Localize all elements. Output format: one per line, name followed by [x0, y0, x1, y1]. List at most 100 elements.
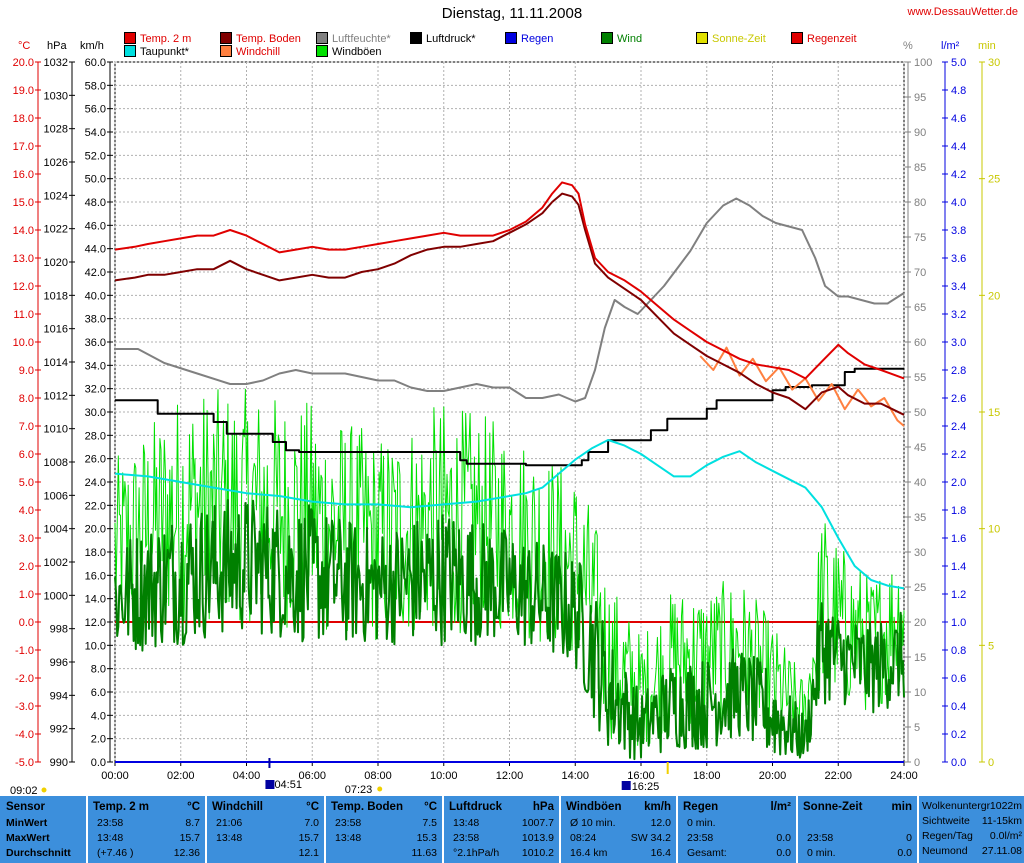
column-divider [442, 796, 444, 863]
legend-item: Regenzeit [791, 32, 857, 45]
stats-value: 0.0 [776, 832, 791, 844]
rain-tick-label: 2.0 [951, 477, 966, 489]
hum-tick-label: 10 [914, 687, 926, 699]
stats-value: 8.7 [185, 817, 200, 829]
legend-swatch [791, 32, 803, 44]
rain-tick-label: 1.6 [951, 533, 966, 545]
legend-swatch [410, 32, 422, 44]
hum-tick-label: 20 [914, 617, 926, 629]
stats-value: 7.0 [304, 817, 319, 829]
temp-tick-label: -4.0 [15, 729, 34, 741]
temp-tick-label: 13.0 [13, 253, 34, 265]
stats-label: 23:58 [453, 832, 480, 844]
stats-table: Sensor MinWert MaxWert Durchschnitt Temp. 2 … [0, 796, 1024, 863]
wind-tick-label: 8.0 [91, 664, 106, 676]
legend-label: Sonne-Zeit [712, 33, 766, 45]
wind-tick-label: 44.0 [85, 244, 106, 256]
stats-value: 16.4 [650, 847, 671, 859]
rain-tick-label: 4.4 [951, 141, 966, 153]
x-tick-label: 22:00 [824, 770, 852, 782]
stats-unit: °C [187, 801, 200, 813]
wind-tick-label: 56.0 [85, 104, 106, 116]
hum-tick-label: 40 [914, 477, 926, 489]
temp-axis-unit: °C [18, 40, 31, 52]
rain-tick-label: 3.6 [951, 253, 966, 265]
rain-tick-label: 0.0 [951, 757, 966, 769]
stats-unit: °C [306, 801, 319, 813]
stats-label: 16.4 km [570, 847, 608, 859]
legend-item: Temp. 2 m [124, 32, 191, 45]
press-tick-label: 1018 [44, 290, 68, 302]
stats-value: 0.0 [897, 847, 912, 859]
sunrise-marker [377, 786, 383, 792]
rain-tick-label: 4.2 [951, 169, 966, 181]
wind-tick-label: 50.0 [85, 174, 106, 186]
wind-tick-label: 12.0 [85, 617, 106, 629]
hum-tick-label: 5 [914, 722, 920, 734]
temp-tick-label: 14.0 [13, 225, 34, 237]
wind-tick-label: 46.0 [85, 220, 106, 232]
stats-unit: l/m² [770, 801, 791, 813]
stats-header: Sonne-Zeit min [803, 801, 912, 813]
rain-tick-label: 1.4 [951, 561, 966, 573]
stats-label: °2.1hPa/h [453, 847, 500, 859]
press-tick-label: 1006 [44, 490, 68, 502]
stats-column: Temp. 2 m °C 23:58 8.7 13:48 15.7 (+7.46 ) 12.3… [86, 796, 206, 863]
rain-tick-label: 2.2 [951, 449, 966, 461]
series-luftfeuchte- [115, 197, 905, 403]
series-wind [114, 499, 905, 761]
stats-value: 15.3 [416, 832, 437, 844]
wind-tick-label: 14.0 [85, 594, 106, 606]
x-tick-label: 14:00 [561, 770, 589, 782]
wind-tick-label: 2.0 [91, 734, 106, 746]
legend-item: Windchill [220, 45, 280, 58]
series-windb-en [114, 388, 905, 746]
press-tick-label: 1022 [44, 224, 68, 236]
wind-tick-label: 0.0 [91, 757, 106, 769]
stats-unit: °C [424, 801, 437, 813]
column-divider [205, 796, 207, 863]
legend-label: Regen [521, 33, 554, 45]
stats-label: 23:58 [97, 817, 124, 829]
stats-value: 12.36 [173, 847, 200, 859]
stats-column: Temp. Boden °C 23:58 7.5 13:48 15.3 11.63 [324, 796, 443, 863]
temp-tick-label: -1.0 [15, 645, 34, 657]
moonset-label: 09:02 [10, 785, 38, 796]
info-value: 11-15km [981, 815, 1022, 827]
wind-tick-label: 20.0 [85, 524, 106, 536]
stats-value: 0 [906, 832, 912, 844]
press-tick-label: 1020 [44, 257, 68, 269]
legend-swatch [316, 32, 328, 44]
info-label: Neumond [922, 845, 968, 857]
rain-tick-label: 2.4 [951, 421, 966, 433]
temp-tick-label: 2.0 [19, 561, 34, 573]
stats-label: 23:58 [335, 817, 362, 829]
temp-tick-label: 11.0 [13, 309, 34, 321]
legend-swatch [124, 45, 136, 57]
wind-tick-label: 36.0 [85, 337, 106, 349]
column-divider [559, 796, 561, 863]
hum-axis: 0 5 10 15 20 25 30 35 40 45 50 55 60 65 70 75 80 85 90 95 10… [905, 57, 932, 769]
stats-label: Durchschnitt [6, 847, 71, 859]
legend-swatch [220, 32, 232, 44]
series-luftdruck- [115, 367, 904, 467]
stats-value: 0.0 [776, 847, 791, 859]
press-tick-label: 1010 [44, 424, 68, 436]
legend-item: Luftfeuchte* [316, 32, 391, 45]
weather-chart: -5.0 -4.0 -3.0 -2.0 -1.0 0.0 1.0 2.0 3.0 4.0 5.0 6.… [10, 57, 1000, 796]
wind-tick-label: 6.0 [91, 687, 106, 699]
stats-value: 12.1 [298, 847, 319, 859]
press-tick-label: 1008 [44, 457, 68, 469]
stats-label: Gesamt: [687, 847, 727, 859]
legend-item: Temp. Boden [220, 32, 301, 45]
rain-tick-label: 1.8 [951, 505, 966, 517]
hum-tick-label: 30 [914, 547, 926, 559]
site-link[interactable]: www.DessauWetter.de [907, 6, 1018, 18]
hum-tick-label: 70 [914, 267, 926, 279]
wind-tick-label: 54.0 [85, 127, 106, 139]
press-tick-label: 1014 [44, 357, 68, 369]
hum-tick-label: 65 [914, 302, 926, 314]
column-divider [324, 796, 326, 863]
hum-axis-unit: % [903, 40, 913, 52]
temp-tick-label: -2.0 [15, 673, 34, 685]
